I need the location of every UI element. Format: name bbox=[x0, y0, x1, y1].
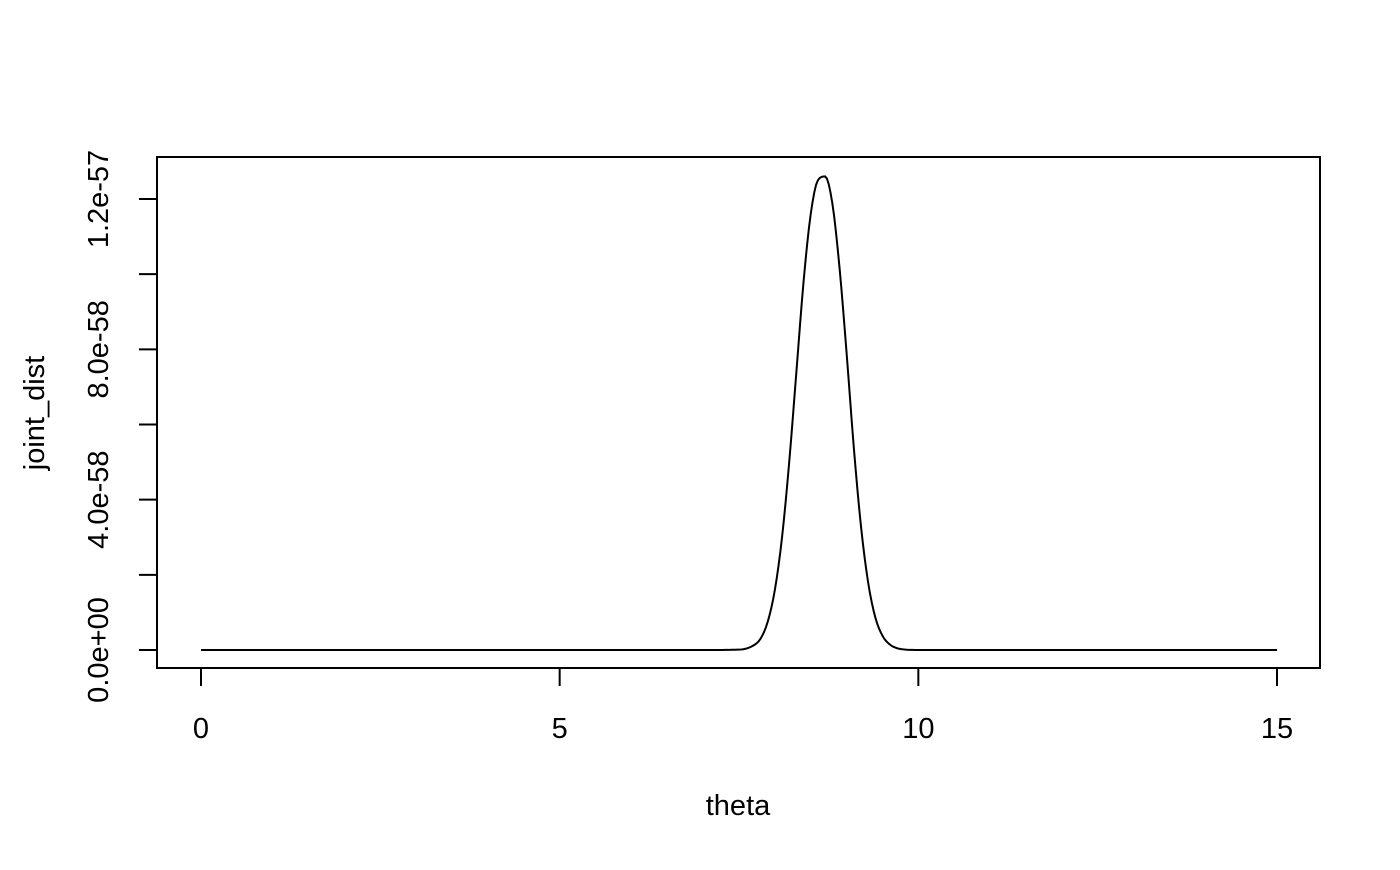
plot-frame bbox=[156, 156, 1321, 669]
y-tick-label: 4.0e-58 bbox=[83, 450, 115, 548]
y-tick-label: 0.0e+00 bbox=[83, 597, 115, 703]
x-tick-label: 10 bbox=[902, 713, 934, 745]
x-tick-label: 0 bbox=[193, 713, 209, 745]
x-axis-label: theta bbox=[706, 790, 771, 822]
axes: 0 5 10 15 0.0e+00 4.0e-58 8.0e-58 1.2e-57 bbox=[83, 150, 1293, 745]
series-line bbox=[201, 175, 1277, 651]
y-tick-label: 1.2e-57 bbox=[83, 150, 115, 248]
x-tick-label: 5 bbox=[552, 713, 568, 745]
y-axis-label: joint_dist bbox=[19, 356, 51, 471]
x-tick-label: 15 bbox=[1261, 713, 1293, 745]
y-tick-label: 8.0e-58 bbox=[83, 300, 115, 398]
